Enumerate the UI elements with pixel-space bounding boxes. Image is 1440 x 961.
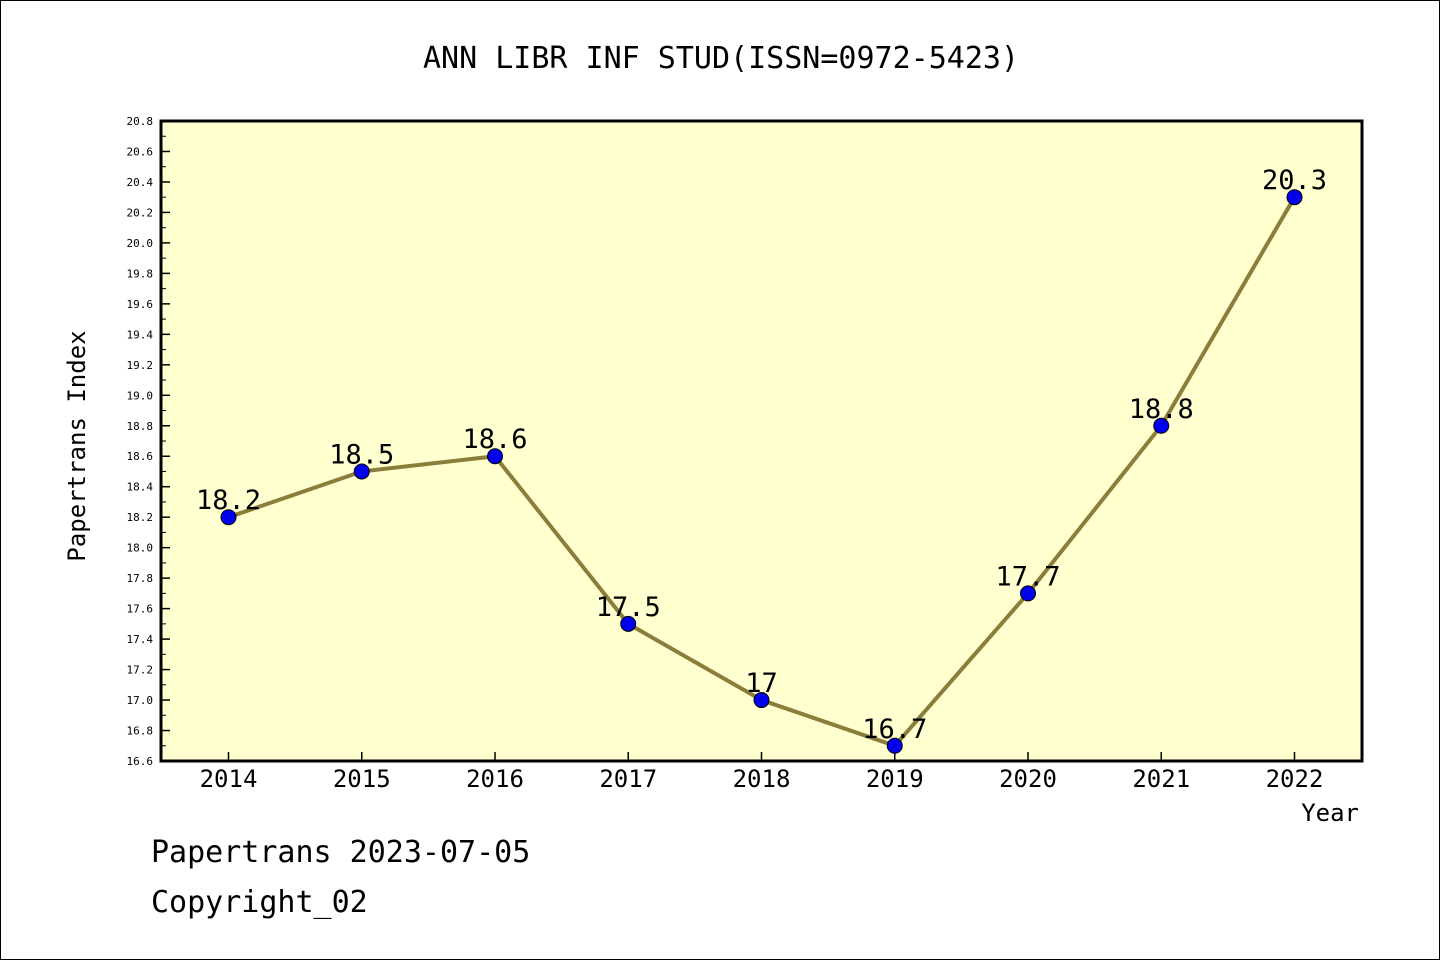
x-tick-label: 2019 [866, 765, 924, 793]
data-point [886, 737, 903, 754]
y-tick-label: 19.6 [127, 298, 154, 311]
x-tick-label: 2018 [733, 765, 791, 793]
data-point [1020, 585, 1036, 602]
y-tick-label: 19.2 [127, 359, 154, 372]
y-tick-label: 17.0 [127, 694, 154, 707]
y-tick-label: 20.8 [127, 115, 154, 128]
data-point [753, 692, 770, 709]
x-axis: 2014 2015 2016 2017 2018 2019 2020 2021 2022 [200, 752, 1324, 793]
x-tick-label: 2015 [333, 765, 391, 793]
y-tick-label: 18.2 [127, 511, 154, 524]
x-tick-label: 2017 [599, 765, 657, 793]
plot-area [159, 119, 1364, 763]
y-tick-label: 16.6 [127, 755, 154, 768]
y-tick-label: 19.8 [127, 267, 154, 280]
x-tick-label: 2016 [466, 765, 524, 793]
y-tick-label: 20.6 [127, 145, 154, 158]
data-point [487, 448, 503, 465]
data-point [353, 463, 370, 480]
data-point [1286, 189, 1303, 206]
data-point [620, 615, 637, 632]
y-tick-label: 18.4 [127, 481, 154, 494]
y-tick-label: 20.2 [127, 206, 154, 219]
x-tick-label: 2020 [999, 765, 1057, 793]
y-axis: 16.6 16.8 17.0 17.2 17.4 17.6 17.8 18.0 18.2 18.4… [127, 115, 170, 768]
y-tick-label: 17.2 [127, 664, 154, 677]
y-axis-label: Papertrans Index [63, 330, 91, 561]
y-tick-label: 19.0 [127, 389, 154, 402]
y-tick-label: 17.4 [127, 633, 154, 646]
data-point [1153, 417, 1170, 434]
footer-copyright: Copyright_02 [151, 885, 368, 920]
y-tick-label: 20.4 [127, 176, 154, 189]
x-tick-label: 2021 [1132, 765, 1190, 793]
y-tick-label: 18.6 [127, 450, 154, 463]
y-tick-label: 16.8 [127, 725, 154, 738]
y-tick-label: 19.4 [127, 328, 154, 341]
y-tick-label: 18.8 [127, 420, 154, 433]
y-tick-label: 20.0 [127, 237, 154, 250]
footer-date: Papertrans 2023-07-05 [151, 835, 531, 870]
data-point [220, 509, 237, 526]
x-tick-label: 2022 [1266, 765, 1324, 793]
y-tick-label: 17.6 [127, 603, 154, 616]
y-tick-label: 18.0 [127, 542, 154, 555]
x-axis-label: Year [1301, 799, 1359, 827]
x-tick-label: 2014 [200, 765, 258, 793]
chart-title: ANN LIBR INF STUD(ISSN=0972-5423) [423, 41, 1019, 76]
y-tick-label: 17.8 [127, 572, 154, 585]
